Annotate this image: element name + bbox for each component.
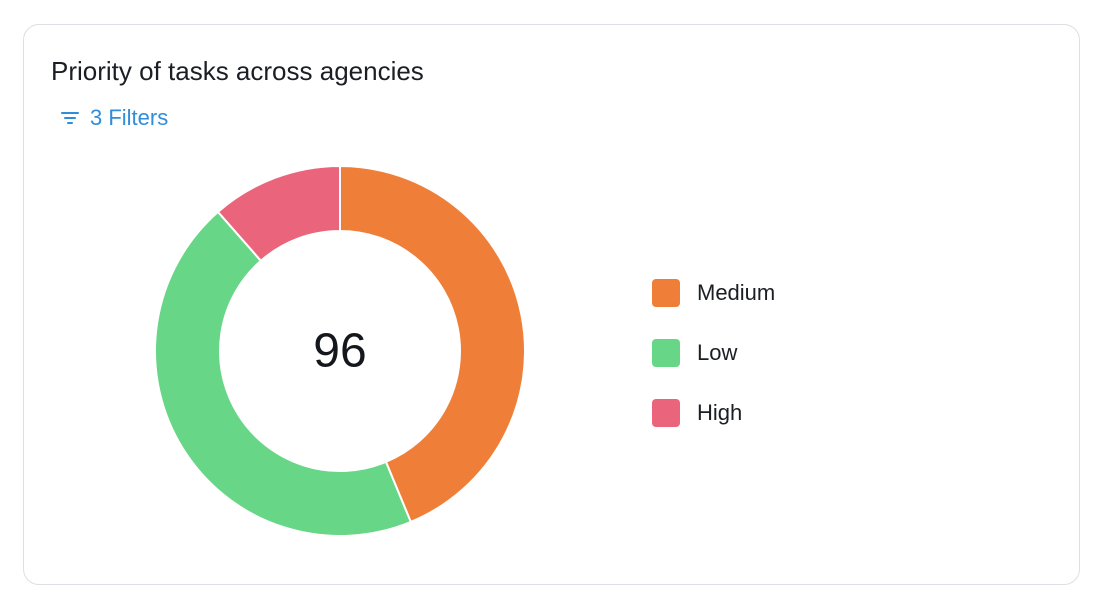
chart-card: Priority of tasks across agencies 3 Filt… bbox=[23, 24, 1080, 585]
filter-icon bbox=[60, 110, 80, 126]
chart-legend: Medium Low High bbox=[652, 279, 775, 459]
donut-slice-low[interactable] bbox=[154, 210, 413, 537]
chart-title: Priority of tasks across agencies bbox=[51, 56, 424, 86]
filters-button[interactable]: 3 Filters bbox=[60, 105, 168, 131]
filters-label: 3 Filters bbox=[90, 105, 169, 130]
donut-chart: 96 bbox=[154, 164, 526, 537]
legend-label: Low bbox=[697, 340, 738, 365]
legend-item-high[interactable]: High bbox=[652, 399, 775, 427]
legend-swatch bbox=[652, 339, 680, 367]
donut-slice-medium[interactable] bbox=[339, 164, 526, 524]
legend-item-low[interactable]: Low bbox=[652, 339, 775, 367]
donut-slice-high[interactable] bbox=[216, 164, 341, 263]
legend-item-medium[interactable]: Medium bbox=[652, 279, 775, 307]
legend-label: High bbox=[697, 400, 743, 425]
donut-center-total: 96 bbox=[313, 325, 366, 378]
legend-swatch bbox=[652, 279, 680, 307]
legend-swatch bbox=[652, 399, 680, 427]
legend-label: Medium bbox=[697, 280, 776, 305]
